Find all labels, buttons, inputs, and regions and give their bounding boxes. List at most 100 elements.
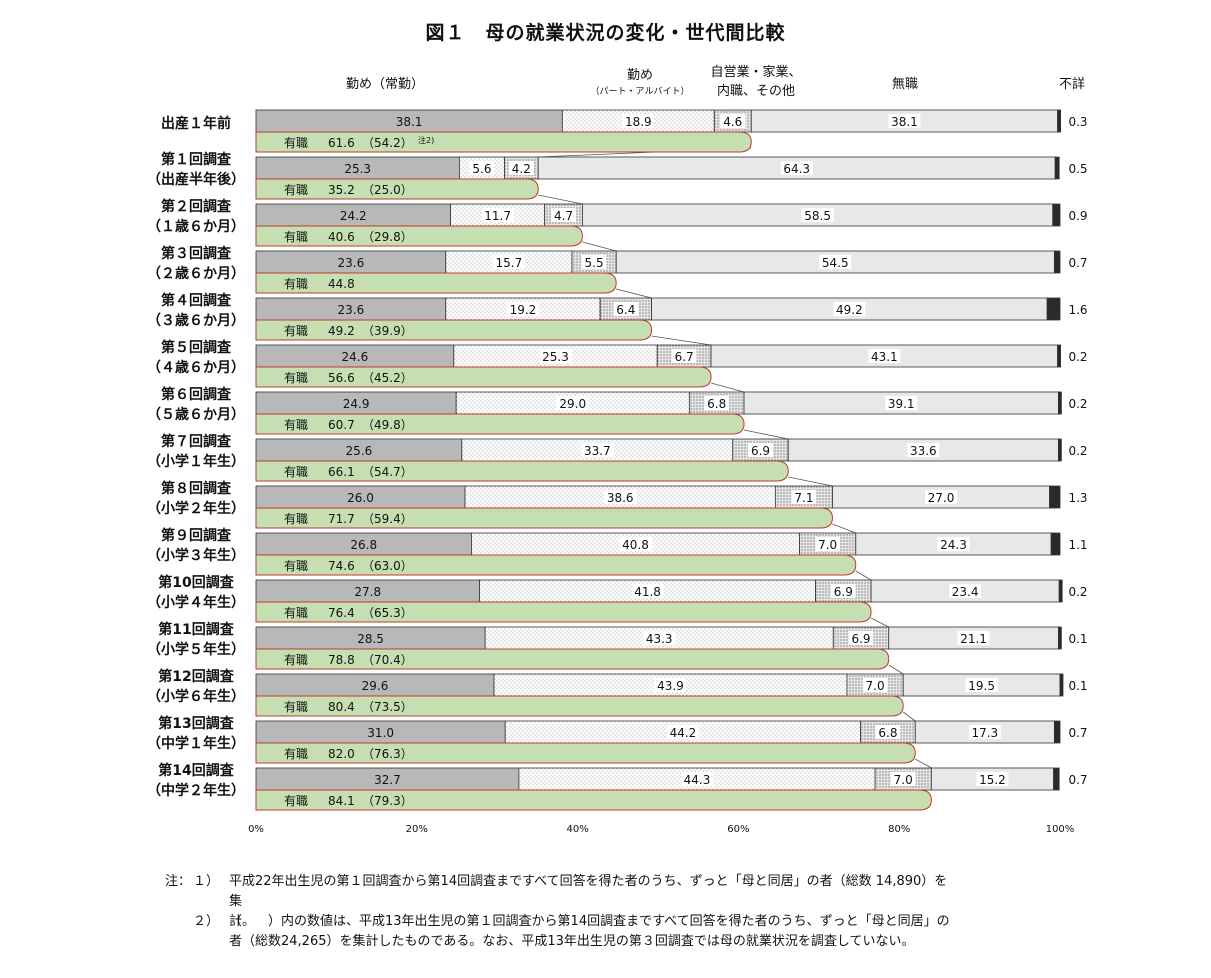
connector-line [902, 711, 916, 722]
note-marker: 注2) [418, 135, 434, 145]
unknown-value-label: 0.5 [1068, 162, 1087, 176]
data-label-bg [680, 772, 713, 786]
category-label: 第７回調査 [161, 433, 232, 450]
data-label-bg [801, 208, 834, 222]
data-label-bg [965, 678, 998, 692]
x-tick-label: 60% [727, 824, 749, 835]
category-label: 第12回調査 [158, 668, 234, 685]
data-label: 19.2 [510, 303, 537, 317]
employed-bar [255, 272, 617, 294]
data-label-bg [631, 584, 664, 598]
unknown-value-label: 0.1 [1068, 679, 1087, 693]
series-header: （パート・アルバイト） [591, 86, 690, 97]
employed-label: 有職 [284, 512, 308, 526]
note-2-text: （ ）内の数値は、平成13年出生児の第１回調査から第14回調査まですべて回答を得… [229, 914, 950, 929]
data-label-bg [506, 302, 539, 316]
employed-bar [255, 131, 752, 153]
connector-line [743, 429, 789, 440]
data-label: 23.6 [338, 256, 365, 270]
data-label: 43.3 [646, 632, 673, 646]
employed-label: 有職 [284, 183, 308, 197]
note-1-text-cont: 集計。 [229, 894, 256, 929]
category-label: （１歳６か月） [147, 218, 245, 235]
series-header: 無職 [892, 77, 918, 92]
connector-line [855, 570, 872, 581]
category-label: （２歳６か月） [147, 265, 245, 282]
note-2-number: ２） [193, 914, 220, 929]
category-label: 第11回調査 [158, 621, 234, 638]
employed-label: 有職 [284, 700, 308, 714]
segment-unknown [1058, 579, 1063, 603]
data-label: 41.8 [634, 585, 661, 599]
data-label-bg [815, 537, 841, 551]
employed-value: 74.6 [328, 559, 355, 573]
category-label: （出産半年後） [147, 171, 245, 188]
connector-line [832, 523, 856, 534]
data-label-bg [581, 443, 614, 457]
data-label: 26.8 [350, 538, 377, 552]
unknown-value-label: 0.2 [1068, 397, 1087, 411]
employed-value: 84.1 [328, 794, 355, 808]
employed-prev-value: （79.3） [362, 794, 413, 808]
employed-bar [255, 366, 712, 388]
data-label-bg [720, 114, 746, 128]
data-label-bg [671, 349, 697, 363]
data-label: 39.1 [888, 397, 915, 411]
employed-value: 71.7 [328, 512, 355, 526]
unknown-value-label: 0.3 [1068, 115, 1087, 129]
data-label-bg [581, 255, 607, 269]
data-label-bg [780, 161, 813, 175]
data-label: 23.4 [952, 585, 979, 599]
data-label: 38.1 [396, 115, 423, 129]
employed-bar [255, 178, 539, 200]
data-label-bg [833, 302, 866, 316]
series-header: 不詳 [1059, 76, 1085, 92]
employed-label: 有職 [284, 559, 308, 573]
segment-unknown [1049, 485, 1061, 509]
employed-value: 49.2 [328, 324, 355, 338]
connector-line [616, 288, 652, 299]
unknown-value-label: 0.9 [1068, 209, 1087, 223]
category-label: （小学５年生） [147, 641, 245, 658]
data-label: 33.6 [910, 444, 937, 458]
series-header: 勤め [627, 68, 653, 83]
data-label: 6.9 [851, 632, 870, 646]
note-1-text: 平成22年出生児の第１回調査から第14回調査まですべて回答を得た者のうち、ずっと… [229, 874, 948, 889]
employed-prev-value: （54.7） [362, 465, 413, 479]
connector-line [870, 617, 889, 628]
data-label-bg [666, 725, 699, 739]
data-label: 29.0 [559, 397, 586, 411]
data-label: 38.6 [607, 491, 634, 505]
data-label: 44.3 [684, 773, 711, 787]
x-tick-label: 80% [888, 824, 910, 835]
employed-prev-value: （54.2） [362, 136, 413, 150]
data-label: 27.8 [354, 585, 381, 599]
data-label-bg [748, 443, 774, 457]
category-label: 第１回調査 [161, 151, 232, 168]
data-label: 6.9 [751, 444, 770, 458]
employed-bar [255, 413, 745, 435]
data-label-bg [791, 490, 817, 504]
data-label: 4.7 [554, 209, 573, 223]
employed-value: 56.6 [328, 371, 355, 385]
category-label: （小学１年生） [147, 453, 245, 470]
employed-prev-value: （25.0） [362, 183, 413, 197]
employed-label: 有職 [284, 794, 308, 808]
data-label: 17.3 [971, 726, 998, 740]
data-label: 21.1 [960, 632, 987, 646]
data-label: 24.3 [940, 538, 967, 552]
category-label: 第６回調査 [161, 386, 232, 403]
unknown-value-label: 0.7 [1068, 726, 1087, 740]
category-label: （５歳６か月） [147, 406, 245, 423]
segment-unknown [1046, 297, 1061, 321]
category-label: （３歳６か月） [147, 312, 245, 329]
employed-prev-value: （59.4） [362, 512, 413, 526]
segment-unknown [1053, 720, 1061, 744]
segment-unknown [1054, 156, 1060, 180]
category-label: （小学２年生） [147, 500, 245, 517]
data-label-bg [654, 678, 687, 692]
data-label: 7.0 [866, 679, 885, 693]
category-label: 出産１年前 [161, 115, 231, 132]
employed-prev-value: （70.4） [362, 653, 413, 667]
employed-label: 有職 [284, 136, 308, 150]
